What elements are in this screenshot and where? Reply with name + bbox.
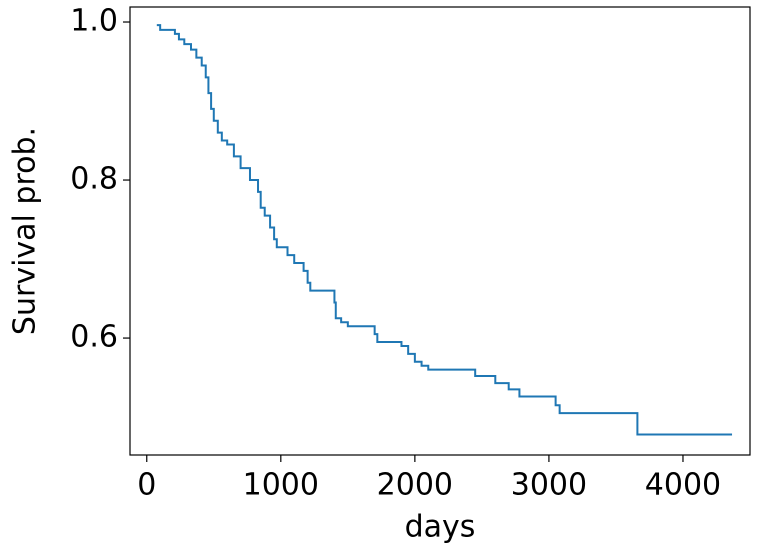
x-tick-label: 1000 xyxy=(243,468,319,503)
x-tick-label: 0 xyxy=(137,468,156,503)
x-tick-label: 3000 xyxy=(511,468,587,503)
y-tick-label: 0.8 xyxy=(70,162,118,197)
y-axis-label: Survival prob. xyxy=(8,127,43,335)
x-tick-label: 2000 xyxy=(377,468,453,503)
x-axis-label: days xyxy=(405,510,476,545)
plot-frame xyxy=(129,6,751,456)
y-tick-label: 0.6 xyxy=(70,320,118,355)
y-tick-label: 1.0 xyxy=(70,4,118,39)
survival-line xyxy=(156,24,733,436)
x-tick-label: 4000 xyxy=(645,468,721,503)
